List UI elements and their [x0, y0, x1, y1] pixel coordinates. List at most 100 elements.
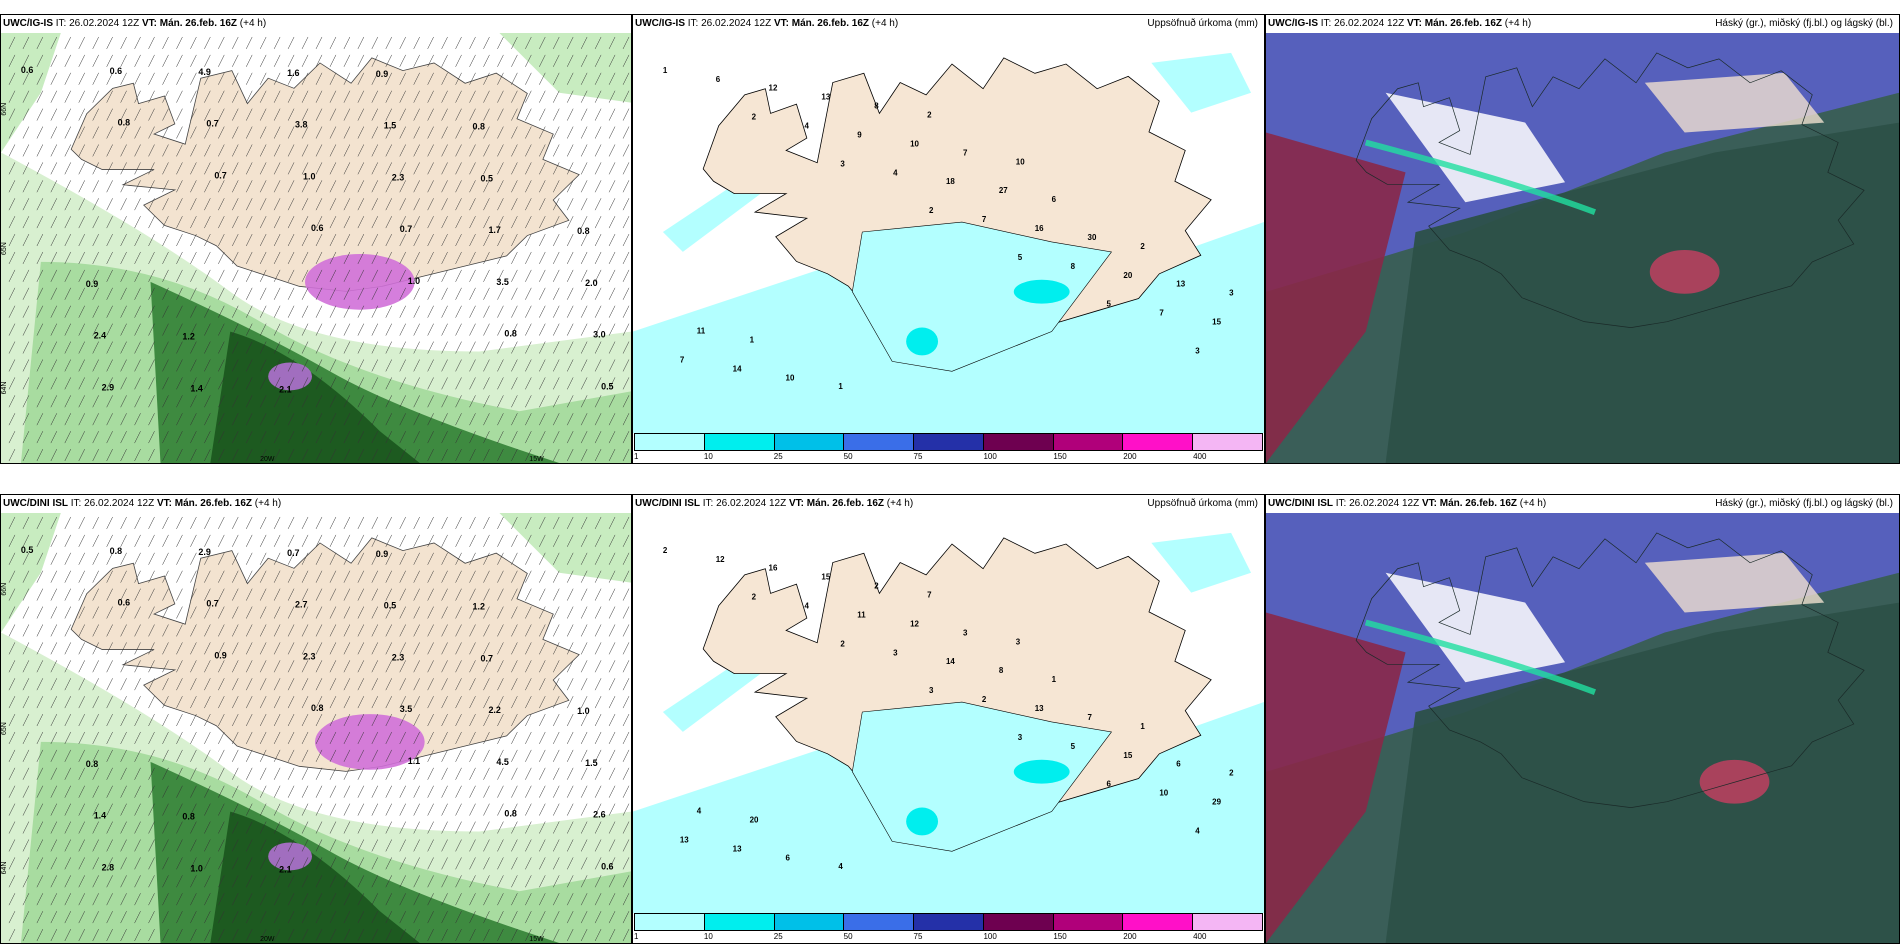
precip-value: 12 [769, 84, 778, 93]
colorbar-tick: 1 [634, 932, 639, 941]
wind-value: 0.8 [504, 809, 516, 819]
precip-value: 16 [1035, 224, 1044, 233]
wind-value: 0.6 [21, 65, 33, 75]
colorbar-cell [774, 914, 845, 930]
lon-label: 15W [529, 456, 544, 463]
colorbar-cell [1123, 434, 1194, 450]
precip-value: 2 [874, 582, 879, 591]
precip-value: 4 [893, 168, 898, 177]
wind-value: 2.8 [102, 862, 114, 872]
colorbar-cell [635, 914, 705, 930]
panel-cloud-igis: UWC/IG-IS IT: 26.02.2024 12Z VT: Mán. 26… [1265, 14, 1900, 464]
precip-colorbar: 1 10 25 50 75 100 150 200 400 [634, 913, 1263, 943]
wind-value: 3.8 [295, 120, 307, 130]
colorbar-tick: 100 [983, 452, 997, 461]
wind-value: 2.3 [392, 652, 404, 662]
lat-label: 64N [1, 862, 8, 875]
lon-label: 15W [529, 936, 544, 943]
wind-value: 1.2 [182, 332, 194, 342]
panel-wind-igis: UWC/IG-IS IT: 26.02.2024 12Z VT: Mán. 26… [0, 14, 632, 464]
precip-value: 3 [1229, 289, 1234, 298]
precip-value: 12 [716, 555, 725, 564]
wind-value: 2.2 [488, 705, 500, 715]
wind-value: 3.5 [400, 704, 412, 714]
colorbar-tick: 400 [1193, 932, 1207, 941]
precip-value: 8 [874, 102, 879, 111]
wind-value: 0.9 [214, 650, 226, 660]
precip-value: 3 [1195, 346, 1200, 355]
wind-value: 1.0 [303, 171, 315, 181]
precip-value: 1 [1052, 675, 1057, 684]
precip-value: 11 [697, 327, 706, 336]
wind-value: 2.4 [94, 331, 106, 341]
wind-value: 3.5 [496, 277, 508, 287]
colorbar-cell [844, 434, 915, 450]
precip-value: 3 [929, 686, 934, 695]
precip-value: 14 [946, 657, 955, 666]
precip-value: 6 [716, 75, 721, 84]
precip-value: 2 [840, 639, 845, 648]
wind-value: 0.7 [206, 119, 218, 129]
precip-value: 2 [982, 695, 987, 704]
precip-value: 2 [1140, 242, 1145, 251]
precip-value: 20 [1123, 271, 1132, 280]
precip-value: 14 [733, 364, 742, 373]
wind-value: 0.5 [480, 173, 492, 183]
colorbar-tick: 50 [843, 452, 853, 461]
wind-value: 0.6 [601, 861, 613, 871]
panel-title: UWC/IG-IS IT: 26.02.2024 12Z VT: Mán. 26… [633, 15, 1264, 33]
colorbar-cell [983, 434, 1054, 450]
precip-value: 2 [927, 111, 932, 120]
precip-value: 8 [1071, 262, 1076, 271]
precip-value: 15 [1123, 751, 1132, 760]
lat-label: 65N [1, 722, 8, 735]
precip-value: 3 [893, 648, 898, 657]
precip-value: 3 [963, 628, 968, 637]
colorbar-tick: 150 [1053, 932, 1067, 941]
precip-value: 5 [1018, 253, 1023, 262]
colorbar-cell [914, 914, 984, 930]
precip-value: 27 [999, 186, 1008, 195]
precip-value: 10 [786, 373, 795, 382]
colorbar-tick: 75 [913, 452, 923, 461]
wind-value: 0.5 [601, 381, 613, 391]
precip-value: 1 [838, 382, 843, 391]
precip-value: 3 [1016, 637, 1021, 646]
wind-value: 2.9 [198, 547, 210, 557]
wind-value: 0.5 [384, 601, 396, 611]
lat-label: 66N [1, 103, 8, 116]
wind-value: 1.0 [408, 276, 420, 286]
colorbar-tick: 400 [1193, 452, 1207, 461]
precip-value: 4 [1195, 826, 1200, 835]
colorbar-cell [844, 914, 915, 930]
wind-value: 0.7 [206, 599, 218, 609]
precip-value: 6 [786, 853, 791, 862]
wind-value: 1.4 [94, 811, 106, 821]
wind-map: 66N 65N 64N 20W 15W 0.5 0.6 0.9 0.8 1.1 0.8 0.6 0.8 0… [1, 513, 631, 943]
colorbar-cell [914, 434, 984, 450]
colorbar-tick: 75 [913, 932, 923, 941]
wind-value: 2.3 [303, 651, 315, 661]
colorbar-tick: 25 [773, 932, 783, 941]
wind-value: 1.5 [384, 121, 396, 131]
wind-value: 1.2 [473, 602, 485, 612]
colorbar-cell [983, 914, 1054, 930]
precip-value: 13 [1035, 704, 1044, 713]
precip-value: 30 [1088, 233, 1097, 242]
panel-precip-dini: UWC/DINI ISL IT: 26.02.2024 12Z VT: Mán.… [632, 494, 1265, 944]
wind-value: 0.8 [473, 122, 485, 132]
colorbar-cell [1053, 434, 1124, 450]
precip-value: 4 [804, 602, 809, 611]
wind-value: 0.5 [21, 545, 33, 555]
panel-wind-dini: UWC/DINI ISL IT: 26.02.2024 12Z VT: Mán.… [0, 494, 632, 944]
colorbar-cell [1193, 434, 1263, 450]
lon-label: 20W [260, 456, 275, 463]
precip-value: 2 [752, 593, 757, 602]
wind-value: 0.9 [376, 69, 388, 79]
wind-value: 0.8 [110, 546, 122, 556]
cloud-title: Háský (gr.), miðský (fj.bl.) og lágský (… [1715, 18, 1893, 29]
precip-map: 2 2 2 3 3 6 4 12 4 3 2 5 10 13 16 11 14 13 15 29 13 15 12 8 7 6 4 6… [633, 513, 1264, 913]
precip-value: 13 [821, 93, 830, 102]
precip-title: Uppsöfnuð úrkoma (mm) [1147, 498, 1258, 509]
precip-value: 18 [946, 177, 955, 186]
